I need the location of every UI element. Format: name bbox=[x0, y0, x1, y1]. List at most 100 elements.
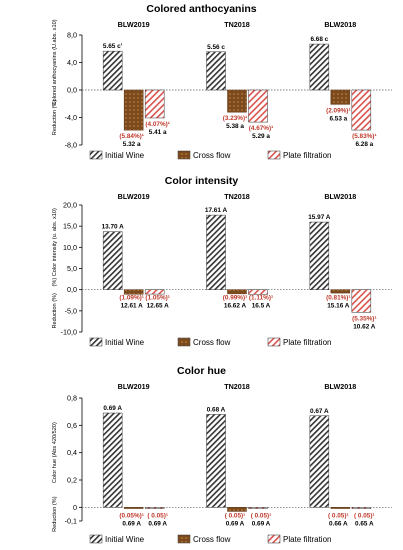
data-label-final: 15.16 A bbox=[327, 303, 350, 310]
data-label-final: 12.61 A bbox=[121, 303, 144, 310]
data-label-final: 16.5 A bbox=[252, 303, 271, 310]
y-axis-label-bottom: Reduction (%) bbox=[52, 496, 58, 532]
legend-swatch-plate bbox=[267, 337, 281, 347]
y-tick-label: 15,0 bbox=[63, 222, 77, 231]
data-label-initial: 6.68 c bbox=[310, 36, 328, 43]
bar-plate bbox=[248, 89, 268, 123]
legend-label-cross: Cross flow bbox=[193, 338, 231, 347]
category-label: BLW2019 bbox=[118, 192, 150, 201]
data-label-final: 10.62 A bbox=[353, 323, 376, 330]
data-label-initial: 5.56 c bbox=[207, 44, 225, 51]
bar-plate bbox=[144, 89, 165, 119]
y-tick-label: -0,1 bbox=[65, 517, 77, 526]
bar-initial bbox=[206, 51, 226, 91]
bar-initial bbox=[102, 412, 123, 508]
legend-label-initial: Initial Wine bbox=[105, 151, 145, 160]
legend-swatch-plate bbox=[267, 534, 281, 544]
bar-initial bbox=[206, 214, 226, 290]
data-label-reduction: (1.09%)¹ bbox=[119, 295, 144, 302]
data-label-reduction: ( 0.05)¹ bbox=[147, 512, 168, 519]
bar-initial bbox=[102, 50, 123, 91]
data-label-reduction: (5.35%)¹ bbox=[352, 315, 377, 322]
data-label-final: 6.53 a bbox=[329, 115, 347, 122]
y-tick-label: 0,4 bbox=[67, 448, 77, 457]
legend-swatch-initial bbox=[89, 337, 103, 347]
data-label-final: 0.69 A bbox=[148, 520, 167, 527]
category-label: BLW2018 bbox=[324, 382, 356, 391]
bar-plate bbox=[351, 289, 372, 313]
legend: Initial Wine Cross flow Plate filtration bbox=[89, 150, 331, 160]
data-label-reduction: (1.05%)¹ bbox=[145, 295, 170, 302]
data-label-final: 12.65 A bbox=[147, 303, 170, 310]
y-tick-label: 10,0 bbox=[63, 243, 77, 252]
bar-plate bbox=[248, 507, 268, 509]
legend-swatch-initial bbox=[89, 534, 103, 544]
chart-panel-1: Colored anthocyanins 8,0 4,0 0,0 -4,0 -8,0 Col… bbox=[52, 3, 392, 160]
y-tick-label: 0,8 bbox=[67, 394, 77, 403]
y-tick-label: 4,0 bbox=[67, 58, 77, 67]
data-label-final: 6.28 a bbox=[355, 141, 373, 148]
bar-plate bbox=[144, 507, 165, 509]
chart-panel-3: Color hue 0,8 0,6 0,4 0,2 0 -0,1 Color hue (Abs… bbox=[52, 365, 392, 544]
y-tick-label: 0 bbox=[73, 503, 77, 512]
bar-cross bbox=[227, 507, 247, 512]
data-label-final: 16.62 A bbox=[224, 303, 247, 310]
y-tick-label: 0,0 bbox=[67, 285, 77, 294]
y-tick-label: 0,0 bbox=[67, 86, 77, 95]
legend: Initial Wine Cross flow Plate filtration bbox=[89, 337, 331, 347]
bar-cross bbox=[123, 89, 144, 131]
data-label-initial: 0.67 A bbox=[310, 408, 329, 415]
category-label: TN2018 bbox=[224, 382, 250, 391]
data-label-final: 0.66 A bbox=[329, 520, 348, 527]
data-label-final: 0.69 A bbox=[226, 520, 245, 527]
data-label-final: 0.69 A bbox=[252, 520, 271, 527]
legend-label-initial: Initial Wine bbox=[105, 535, 145, 544]
data-label-final: 0.65 A bbox=[355, 520, 374, 527]
legend-label-plate: Plate filtration bbox=[283, 151, 331, 160]
data-label-reduction: ( 0.05)¹ bbox=[251, 512, 272, 519]
legend-swatch-initial bbox=[89, 150, 103, 160]
y-tick-label: -8,0 bbox=[65, 141, 77, 150]
data-label-reduction: (0.99%)¹ bbox=[223, 295, 248, 302]
y-axis-label-bottom: Reduction (%) bbox=[52, 100, 58, 136]
data-label-reduction: (3.23%)¹ bbox=[223, 115, 248, 122]
bar-cross bbox=[330, 89, 351, 105]
bar-cross bbox=[227, 89, 247, 113]
bar-initial bbox=[206, 414, 226, 508]
data-label-initial: 13.70 A bbox=[102, 224, 125, 231]
bar-cross bbox=[123, 507, 144, 509]
bar-plate bbox=[351, 89, 372, 131]
legend: Initial Wine Cross flow Plate filtration bbox=[89, 534, 331, 544]
chart-title: Color intensity bbox=[165, 175, 239, 187]
legend-swatch-cross bbox=[177, 534, 191, 544]
chart-title: Colored anthocyanins bbox=[146, 3, 256, 15]
category-label: BLW2019 bbox=[118, 382, 150, 391]
chart-panel-2: Color intensity 20,0 15,0 10,0 5,0 0,0 -5,0 -10… bbox=[52, 175, 392, 347]
data-label-initial: 15.97 A bbox=[308, 214, 331, 221]
data-label-initial: 17.61 A bbox=[205, 207, 228, 214]
chart-title: Color hue bbox=[177, 365, 226, 377]
bar-initial bbox=[102, 231, 123, 290]
data-label-initial: 0.68 A bbox=[207, 406, 226, 413]
data-label-reduction: (0.81%)¹ bbox=[326, 295, 351, 302]
data-label-reduction: (2.09%)¹ bbox=[326, 107, 351, 114]
category-label: TN2018 bbox=[224, 20, 250, 29]
data-label-final: 0.69 A bbox=[122, 520, 141, 527]
bar-cross bbox=[227, 289, 247, 295]
data-label-final: 5.29 a bbox=[252, 133, 270, 140]
category-label: BLW2018 bbox=[324, 20, 356, 29]
legend-swatch-plate bbox=[267, 150, 281, 160]
bar-cross bbox=[330, 507, 351, 509]
legend-label-initial: Initial Wine bbox=[105, 338, 145, 347]
bar-cross bbox=[330, 289, 351, 294]
y-tick-label: -4,0 bbox=[65, 113, 77, 122]
data-label-reduction: ( 0.05)¹ bbox=[354, 512, 375, 519]
data-label-reduction: (0.05%)¹ bbox=[119, 512, 144, 519]
legend-swatch-cross bbox=[177, 337, 191, 347]
y-tick-label: -10,0 bbox=[61, 328, 77, 337]
legend-label-plate: Plate filtration bbox=[283, 338, 331, 347]
bar-plate bbox=[351, 507, 372, 509]
y-axis-label-bottom: Reduction (%) bbox=[52, 293, 58, 329]
y-tick-label: 0,2 bbox=[67, 476, 77, 485]
